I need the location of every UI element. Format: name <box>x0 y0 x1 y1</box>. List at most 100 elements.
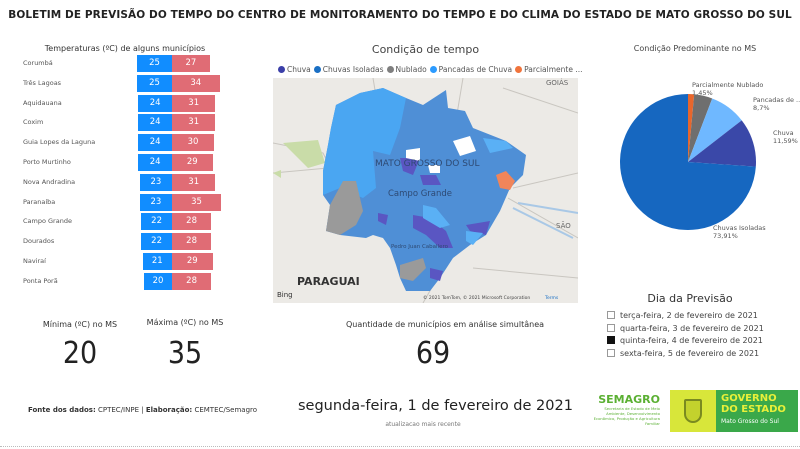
forecast-day-label: quinta-feira, 4 de fevereiro de 2021 <box>620 336 763 345</box>
city-name: Coxim <box>23 118 44 127</box>
legend-item[interactable]: Chuvas Isoladas <box>311 65 384 74</box>
min-temp-label: Mínima (ºC) no MS <box>42 320 118 329</box>
max-temp-bar[interactable]: 28 <box>172 272 212 290</box>
min-temp-bar[interactable]: 25 <box>137 74 172 92</box>
max-temp-bar[interactable]: 31 <box>172 94 216 112</box>
legend-label: Chuvas Isoladas <box>322 65 384 74</box>
pie-label: Pancadas de ... <box>753 96 800 104</box>
current-date: segunda-feira, 1 de fevereiro de 2021 <box>298 398 573 414</box>
city-name: Guia Lopes da Laguna <box>23 138 96 147</box>
pie-slice[interactable] <box>620 94 756 230</box>
max-temp-bar[interactable]: 29 <box>172 154 213 171</box>
checkbox[interactable] <box>607 336 615 344</box>
forecast-day-title: Dia da Previsão <box>647 292 733 305</box>
min-temp-bar[interactable]: 20 <box>144 272 172 290</box>
min-temp-bar[interactable]: 25 <box>137 55 172 72</box>
weather-map[interactable]: MATO GROSSO DO SUL Campo Grande Pedro Ju… <box>273 78 578 303</box>
fonte-label: Fonte dos dados: <box>28 406 96 414</box>
pancadas-region-west[interactable] <box>323 88 406 198</box>
city-name: Três Lagoas <box>23 78 62 87</box>
data-source: Fonte dos dados: CPTEC/INPE | Elaboração… <box>28 406 257 414</box>
min-temp-bar[interactable]: 24 <box>138 94 172 112</box>
goias-label: GOIÁS <box>546 78 569 87</box>
divider <box>0 446 800 447</box>
semagro-logo: SEMAGRO Secretaria de Estado de Meio Amb… <box>565 393 660 426</box>
pancadas-regions[interactable] <box>423 138 513 245</box>
elab-value: CEMTEC/Semagro <box>194 406 258 414</box>
temperature-row: Nova Andradina 23 31 <box>0 173 240 191</box>
temperature-row: Coxim 24 31 <box>0 114 240 132</box>
forecast-day-label: terça-feira, 2 de fevereiro de 2021 <box>620 311 758 320</box>
city-name: Corumbá <box>23 59 53 67</box>
nublado-region[interactable] <box>326 181 363 235</box>
forecast-day-option[interactable]: sexta-feira, 5 de fevereiro de 2021 <box>607 348 760 358</box>
gov-line3: Mato Grosso do Sul <box>721 418 779 425</box>
min-temp-bar[interactable]: 22 <box>141 213 172 231</box>
page-title: BOLETIM DE PREVISÃO DO TEMPO DO CENTRO D… <box>8 9 792 21</box>
min-temp-bar[interactable]: 23 <box>139 193 172 211</box>
city-name: Nova Andradina <box>23 177 76 186</box>
min-temp-bar[interactable]: 23 <box>139 173 172 191</box>
map-river <box>512 202 578 239</box>
city-name: Aquidauana <box>23 98 62 107</box>
no-data-regions <box>406 136 476 173</box>
forecast-day-option[interactable]: terça-feira, 2 de fevereiro de 2021 <box>607 311 758 320</box>
campo-grande-label: Campo Grande <box>388 189 452 199</box>
legend-item[interactable]: Pancadas de Chuva <box>427 65 512 74</box>
temperature-row: Paranaíba 23 35 <box>0 193 240 211</box>
legend-label: Chuva <box>287 65 311 74</box>
pie-slice[interactable] <box>688 98 742 162</box>
min-temp-bar[interactable]: 24 <box>138 114 172 132</box>
pie-value: 73,91% <box>713 232 738 240</box>
max-temp-bar[interactable]: 29 <box>172 253 213 270</box>
legend-item[interactable]: Chuva <box>275 65 311 74</box>
pie-slice[interactable] <box>688 94 713 162</box>
coat-of-arms-icon <box>670 390 716 432</box>
semagro-name: SEMAGRO <box>598 393 660 406</box>
min-temp-bar[interactable]: 21 <box>142 253 172 270</box>
pie-slice[interactable] <box>688 94 695 162</box>
pie-value: 11,59% <box>773 137 798 145</box>
map-copyright: © 2021 TomTom, © 2021 Microsoft Corporat… <box>423 294 530 301</box>
min-temp-bar[interactable]: 24 <box>138 154 172 171</box>
legend-label: Pancadas de Chuva <box>438 65 513 74</box>
pie-label: Chuvas Isoladas <box>713 224 766 232</box>
temperature-row: Porto Murtinho 24 29 <box>0 154 240 171</box>
legend-label: Parcialmente ... <box>524 65 583 74</box>
forecast-day-option[interactable]: quarta-feira, 3 de fevereiro de 2021 <box>607 323 764 333</box>
paraguai-label: PARAGUAI <box>297 275 360 288</box>
map-terms-link[interactable]: Terms <box>544 295 559 301</box>
max-temp-bar[interactable]: 28 <box>172 233 212 251</box>
forecast-day-label: quarta-feira, 3 de fevereiro de 2021 <box>620 323 764 333</box>
city-name: Ponta Porã <box>23 276 58 285</box>
temperature-chart-title: Temperaturas (ºC) de alguns municípios <box>44 44 206 53</box>
updated-label: atualizacao mais recente <box>385 421 461 428</box>
temperature-row: Campo Grande 22 28 <box>0 213 240 231</box>
checkbox[interactable] <box>607 348 615 357</box>
sao-label: SÃO <box>556 221 571 230</box>
min-temp-bar[interactable]: 24 <box>138 134 172 152</box>
nublado-region-south[interactable] <box>400 258 426 281</box>
pie-slice[interactable] <box>688 120 756 167</box>
max-temp-bar[interactable]: 34 <box>172 74 220 92</box>
chuva-regions[interactable] <box>378 158 490 281</box>
parcialmente-nublado-region[interactable] <box>496 171 515 190</box>
city-name: Naviraí <box>23 257 46 265</box>
legend-item[interactable]: Parcialmente ... <box>512 65 582 74</box>
max-temp-bar[interactable]: 30 <box>172 134 214 152</box>
min-temp-bar[interactable]: 22 <box>141 233 172 251</box>
max-temp-bar[interactable]: 28 <box>172 213 212 231</box>
forecast-day-option[interactable]: quinta-feira, 4 de fevereiro de 2021 <box>607 336 763 345</box>
map-park <box>273 140 325 178</box>
checkbox[interactable] <box>607 323 615 332</box>
checkbox[interactable] <box>607 311 615 319</box>
legend-item[interactable]: Nublado <box>384 65 427 74</box>
max-temp-bar[interactable]: 27 <box>172 55 210 72</box>
max-temp-bar[interactable]: 31 <box>172 173 216 191</box>
legend-label: Nublado <box>395 65 427 74</box>
pie-label: Chuva <box>773 129 794 137</box>
max-temp-bar[interactable]: 35 <box>172 193 221 211</box>
max-temp-bar[interactable]: 31 <box>172 114 216 132</box>
gov-line2: DO ESTADO <box>721 404 786 415</box>
forecast-day-label: sexta-feira, 5 de fevereiro de 2021 <box>620 348 760 358</box>
